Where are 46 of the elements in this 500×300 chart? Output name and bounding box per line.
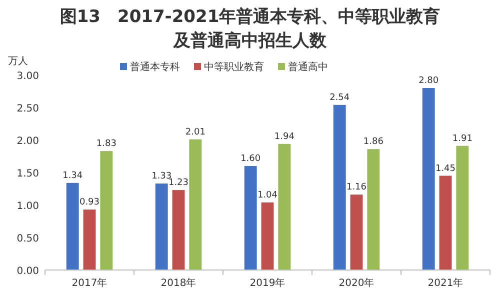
bar — [350, 194, 363, 270]
bar — [172, 190, 185, 270]
data-label: 2.80 — [418, 76, 439, 86]
x-tick-label: 2021年 — [428, 277, 464, 289]
y-tick-label: 0.00 — [16, 266, 39, 277]
x-tick-label: 2019年 — [250, 277, 286, 289]
y-tick-label: 1.00 — [16, 201, 39, 212]
x-tick-label: 2017年 — [72, 277, 108, 289]
bar — [83, 210, 96, 270]
y-tick-label: 1.50 — [16, 168, 39, 180]
data-label: 1.04 — [257, 190, 278, 200]
bar — [261, 202, 274, 270]
data-label: 1.94 — [274, 132, 295, 142]
y-tick-label: 2.00 — [16, 136, 39, 147]
bar — [244, 166, 257, 270]
data-label: 1.86 — [363, 137, 384, 148]
data-label: 2.54 — [330, 92, 350, 103]
data-label: 0.93 — [79, 198, 100, 208]
bar — [333, 104, 346, 270]
data-label: 1.91 — [452, 134, 472, 144]
bar — [278, 144, 291, 270]
title: 图13 2017-2021年普通本专科、中等职业教育及普通高中招生人数 — [60, 7, 440, 51]
bar — [66, 182, 79, 270]
bar — [100, 151, 113, 270]
y-tick-label: 3.00 — [16, 71, 39, 82]
bar — [422, 88, 435, 270]
legend-label: 中等职业教育 — [204, 61, 264, 73]
data-label: 1.34 — [62, 170, 83, 181]
bar — [367, 149, 380, 270]
y-tick-label: 0.50 — [16, 234, 39, 244]
data-label: 1.45 — [435, 164, 456, 174]
data-label: 1.60 — [240, 154, 261, 164]
data-label: 1.83 — [96, 139, 116, 150]
data-label: 2.01 — [185, 127, 206, 138]
x-tick-label: 2018年 — [160, 277, 196, 289]
y-tick-label: 2.50 — [16, 104, 39, 114]
legend-label: 普通本专科 — [130, 61, 180, 73]
bar — [456, 146, 469, 270]
bar — [155, 184, 168, 270]
legend-label: 普通高中 — [288, 61, 328, 73]
bar — [189, 139, 202, 270]
bar — [439, 176, 452, 270]
data-label: 1.16 — [346, 182, 367, 193]
y-axis-title: 万人 — [8, 56, 28, 67]
x-tick-label: 2020年 — [338, 277, 374, 289]
data-label: 1.23 — [168, 178, 189, 188]
